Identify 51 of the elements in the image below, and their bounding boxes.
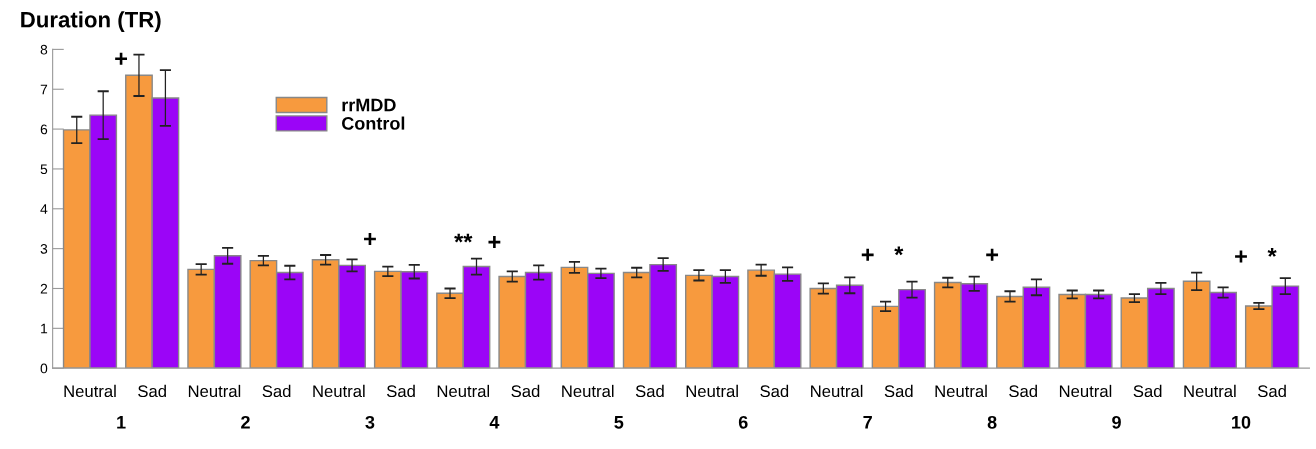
annotation: + bbox=[1235, 250, 1247, 263]
annotation: ** bbox=[454, 233, 473, 243]
x-tick-label: Neutral bbox=[562, 384, 614, 398]
x-tick-label: Neutral bbox=[64, 384, 116, 398]
x-tick-label: Neutral bbox=[313, 384, 365, 398]
text: 1 bbox=[117, 416, 126, 429]
text: 9 bbox=[1112, 415, 1121, 429]
x-tick-label: Sad bbox=[884, 384, 913, 398]
annotation: * bbox=[1267, 248, 1277, 257]
x-tick-label: Neutral bbox=[437, 384, 490, 398]
x-tick-label: Sad bbox=[386, 384, 415, 398]
x-tick-label: Neutral bbox=[686, 384, 738, 398]
annotation: + bbox=[115, 52, 128, 65]
x-tick-label: Sad bbox=[262, 384, 291, 398]
text: 10 bbox=[1232, 415, 1251, 429]
y-tick-label: 0 bbox=[40, 363, 48, 374]
text: 6 bbox=[738, 415, 748, 429]
legend-label: Control bbox=[342, 116, 405, 130]
y-tick-label: 8 bbox=[40, 44, 48, 55]
annotation: + bbox=[488, 236, 501, 249]
y-tick-label: 4 bbox=[40, 204, 48, 214]
y-tick-label: 6 bbox=[40, 124, 48, 135]
x-tick-label: Sad bbox=[760, 384, 789, 398]
x-tick-label: Sad bbox=[511, 384, 540, 398]
text: 3 bbox=[365, 415, 375, 429]
y-tick-label: 7 bbox=[40, 84, 48, 95]
x-tick-label: Sad bbox=[138, 384, 166, 398]
text: 5 bbox=[614, 416, 624, 429]
x-tick-label: Sad bbox=[1258, 384, 1286, 398]
x-tick-label: Sad bbox=[1133, 384, 1162, 398]
x-tick-label: Neutral bbox=[188, 384, 241, 398]
annotation: + bbox=[986, 248, 999, 261]
x-tick-label: Neutral bbox=[1184, 384, 1236, 398]
x-tick-label: Sad bbox=[635, 384, 664, 398]
annotation: * bbox=[894, 246, 904, 256]
text: 4 bbox=[489, 416, 500, 429]
x-tick-label: Neutral bbox=[1059, 384, 1112, 398]
annotation: + bbox=[364, 232, 376, 245]
y-tick-label: 1 bbox=[41, 323, 48, 334]
annotation: + bbox=[861, 248, 874, 261]
text: 8 bbox=[987, 415, 997, 429]
x-tick-label: Neutral bbox=[935, 384, 987, 398]
y-tick-label: 2 bbox=[40, 283, 48, 294]
y-tick-label: 5 bbox=[40, 164, 48, 175]
text: 2 bbox=[241, 415, 250, 429]
legend-label: rrMDD bbox=[342, 98, 396, 112]
x-tick-label: Neutral bbox=[811, 384, 863, 398]
x-tick-label: Sad bbox=[1009, 384, 1037, 398]
text: 7 bbox=[863, 416, 872, 429]
y-tick-label: 3 bbox=[40, 243, 48, 254]
chart-title: Duration (TR) bbox=[21, 11, 161, 32]
